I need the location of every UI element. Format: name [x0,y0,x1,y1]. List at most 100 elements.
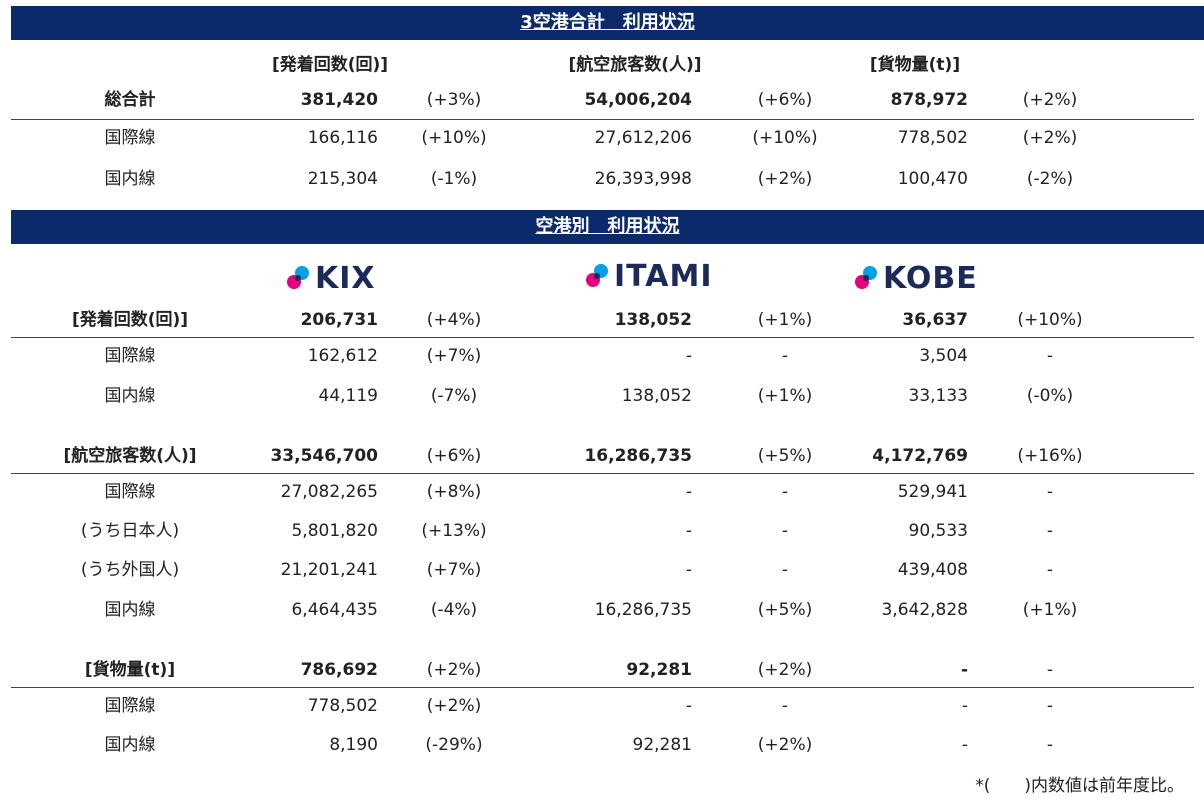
total-change-cell: (+2%) [1022,90,1078,110]
airport-change-cell: (+2%) [426,660,482,680]
total-row-label: 国内線 [104,169,156,189]
airport-change-cell: (-29%) [425,735,483,755]
airport-divider [11,473,1194,474]
total-row-label: 総合計 [104,90,156,110]
airport-row-label: 国際線 [104,696,156,716]
airport-change-cell: (+1%) [1022,600,1078,620]
total-change-cell: (+2%) [757,169,813,189]
airport-change-cell: (+1%) [757,310,813,330]
airport-change-cell: - [1046,560,1054,580]
total-change-cell: (+6%) [757,90,813,110]
airport-change-cell: (-7%) [430,386,478,406]
total-section-banner: 3空港合計 利用状況 [11,6,1204,40]
airport-change-cell: (+4%) [426,310,482,330]
airport-change-cell: - [781,521,789,541]
airport-value-cell: - [685,696,692,716]
airport-value-cell: 33,133 [908,386,968,406]
total-value-cell: 27,612,206 [594,128,692,148]
total-value-cell: 215,304 [307,169,378,189]
airport-value-cell: 778,502 [307,696,378,716]
airport-value-cell: 21,201,241 [280,560,378,580]
airport-change-cell: (+13%) [421,521,487,541]
airport-section-banner: 空港別 利用状況 [11,210,1204,244]
airport-value-cell: - [685,346,692,366]
airport-row-label: (うち外国人) [80,560,180,580]
airport-value-cell: 92,281 [626,660,692,680]
total-section-title: 3空港合計 利用状況 [520,12,695,33]
airport-value-cell: - [960,660,968,680]
airport-value-cell: 529,941 [897,482,968,502]
airport-change-cell: (-0%) [1026,386,1074,406]
airport-change-cell: - [1046,482,1054,502]
header-passengers: [航空旅客数(人)] [568,55,702,75]
airport-value-cell: 138,052 [614,310,692,330]
airport-change-cell: (+16%) [1017,446,1083,466]
airport-value-cell: 3,504 [919,346,968,366]
total-value-cell: 100,470 [897,169,968,189]
airport-change-cell: - [781,560,789,580]
airport-value-cell: 5,801,820 [291,521,378,541]
airport-value-cell: 36,637 [902,310,968,330]
airport-section-title: 空港別 利用状況 [535,216,680,237]
airport-value-cell: - [685,482,692,502]
total-change-cell: (+2%) [1022,128,1078,148]
total-value-cell: 878,972 [890,90,968,110]
airport-value-cell: 33,546,700 [270,446,378,466]
airport-value-cell: 92,281 [632,735,692,755]
airport-change-cell: (+7%) [426,560,482,580]
airport-row-label: 国内線 [104,735,156,755]
total-change-cell: (+10%) [421,128,487,148]
airport-value-cell: - [961,696,968,716]
airport-value-cell: - [685,521,692,541]
airport-change-cell: - [781,696,789,716]
footnote: *( )内数値は前年度比。 [975,776,1184,796]
kix-logo-icon [287,266,309,289]
airport-change-cell: - [1046,735,1054,755]
airport-change-cell: - [781,482,789,502]
airport-value-cell: 138,052 [621,386,692,406]
airport-divider [11,687,1194,688]
kobe-logo-icon [855,266,877,289]
airport-row-label: (うち日本人) [80,521,180,541]
airport-value-cell: 8,190 [329,735,378,755]
airport-value-cell: 6,464,435 [291,600,378,620]
airport-change-cell: (+1%) [757,386,813,406]
airport-value-cell: 16,286,735 [584,446,692,466]
airport-value-cell: 90,533 [908,521,968,541]
airport-row-label: 国際線 [104,346,156,366]
airport-row-label: 国内線 [104,386,156,406]
airport-value-cell: 16,286,735 [594,600,692,620]
airport-change-cell: (+8%) [426,482,482,502]
airport-change-cell: - [781,346,789,366]
airport-value-cell: 206,731 [300,310,378,330]
airport-change-cell: - [1046,521,1054,541]
airport-value-cell: 162,612 [307,346,378,366]
airport-value-cell: 3,642,828 [881,600,968,620]
airport-change-cell: (+7%) [426,346,482,366]
itami-logo-text: ITAMI [614,258,713,294]
itami-logo-icon [586,264,608,287]
airport-change-cell: (+2%) [757,660,813,680]
airport-row-label: [発着回数(回)] [71,310,189,330]
header-movements: [発着回数(回)] [271,55,389,75]
airport-row-label: 国内線 [104,600,156,620]
airport-change-cell: (+5%) [757,446,813,466]
total-divider [11,119,1194,120]
total-row-label: 国際線 [104,128,156,148]
airport-value-cell: 786,692 [300,660,378,680]
airport-value-cell: 27,082,265 [280,482,378,502]
total-value-cell: 166,116 [307,128,378,148]
header-cargo: [貨物量(t)] [869,55,961,75]
airport-row-label: [貨物量(t)] [84,660,176,680]
total-value-cell: 54,006,204 [584,90,692,110]
airport-value-cell: 4,172,769 [872,446,968,466]
total-change-cell: (+3%) [426,90,482,110]
kobe-logo-text: KOBE [883,260,978,296]
kobe-logo: KOBE [853,258,978,298]
airport-change-cell: (+2%) [757,735,813,755]
airport-change-cell: (+6%) [426,446,482,466]
kix-logo: KIX [285,258,376,298]
total-value-cell: 381,420 [300,90,378,110]
airport-row-label: 国際線 [104,482,156,502]
total-change-cell: (-1%) [430,169,478,189]
